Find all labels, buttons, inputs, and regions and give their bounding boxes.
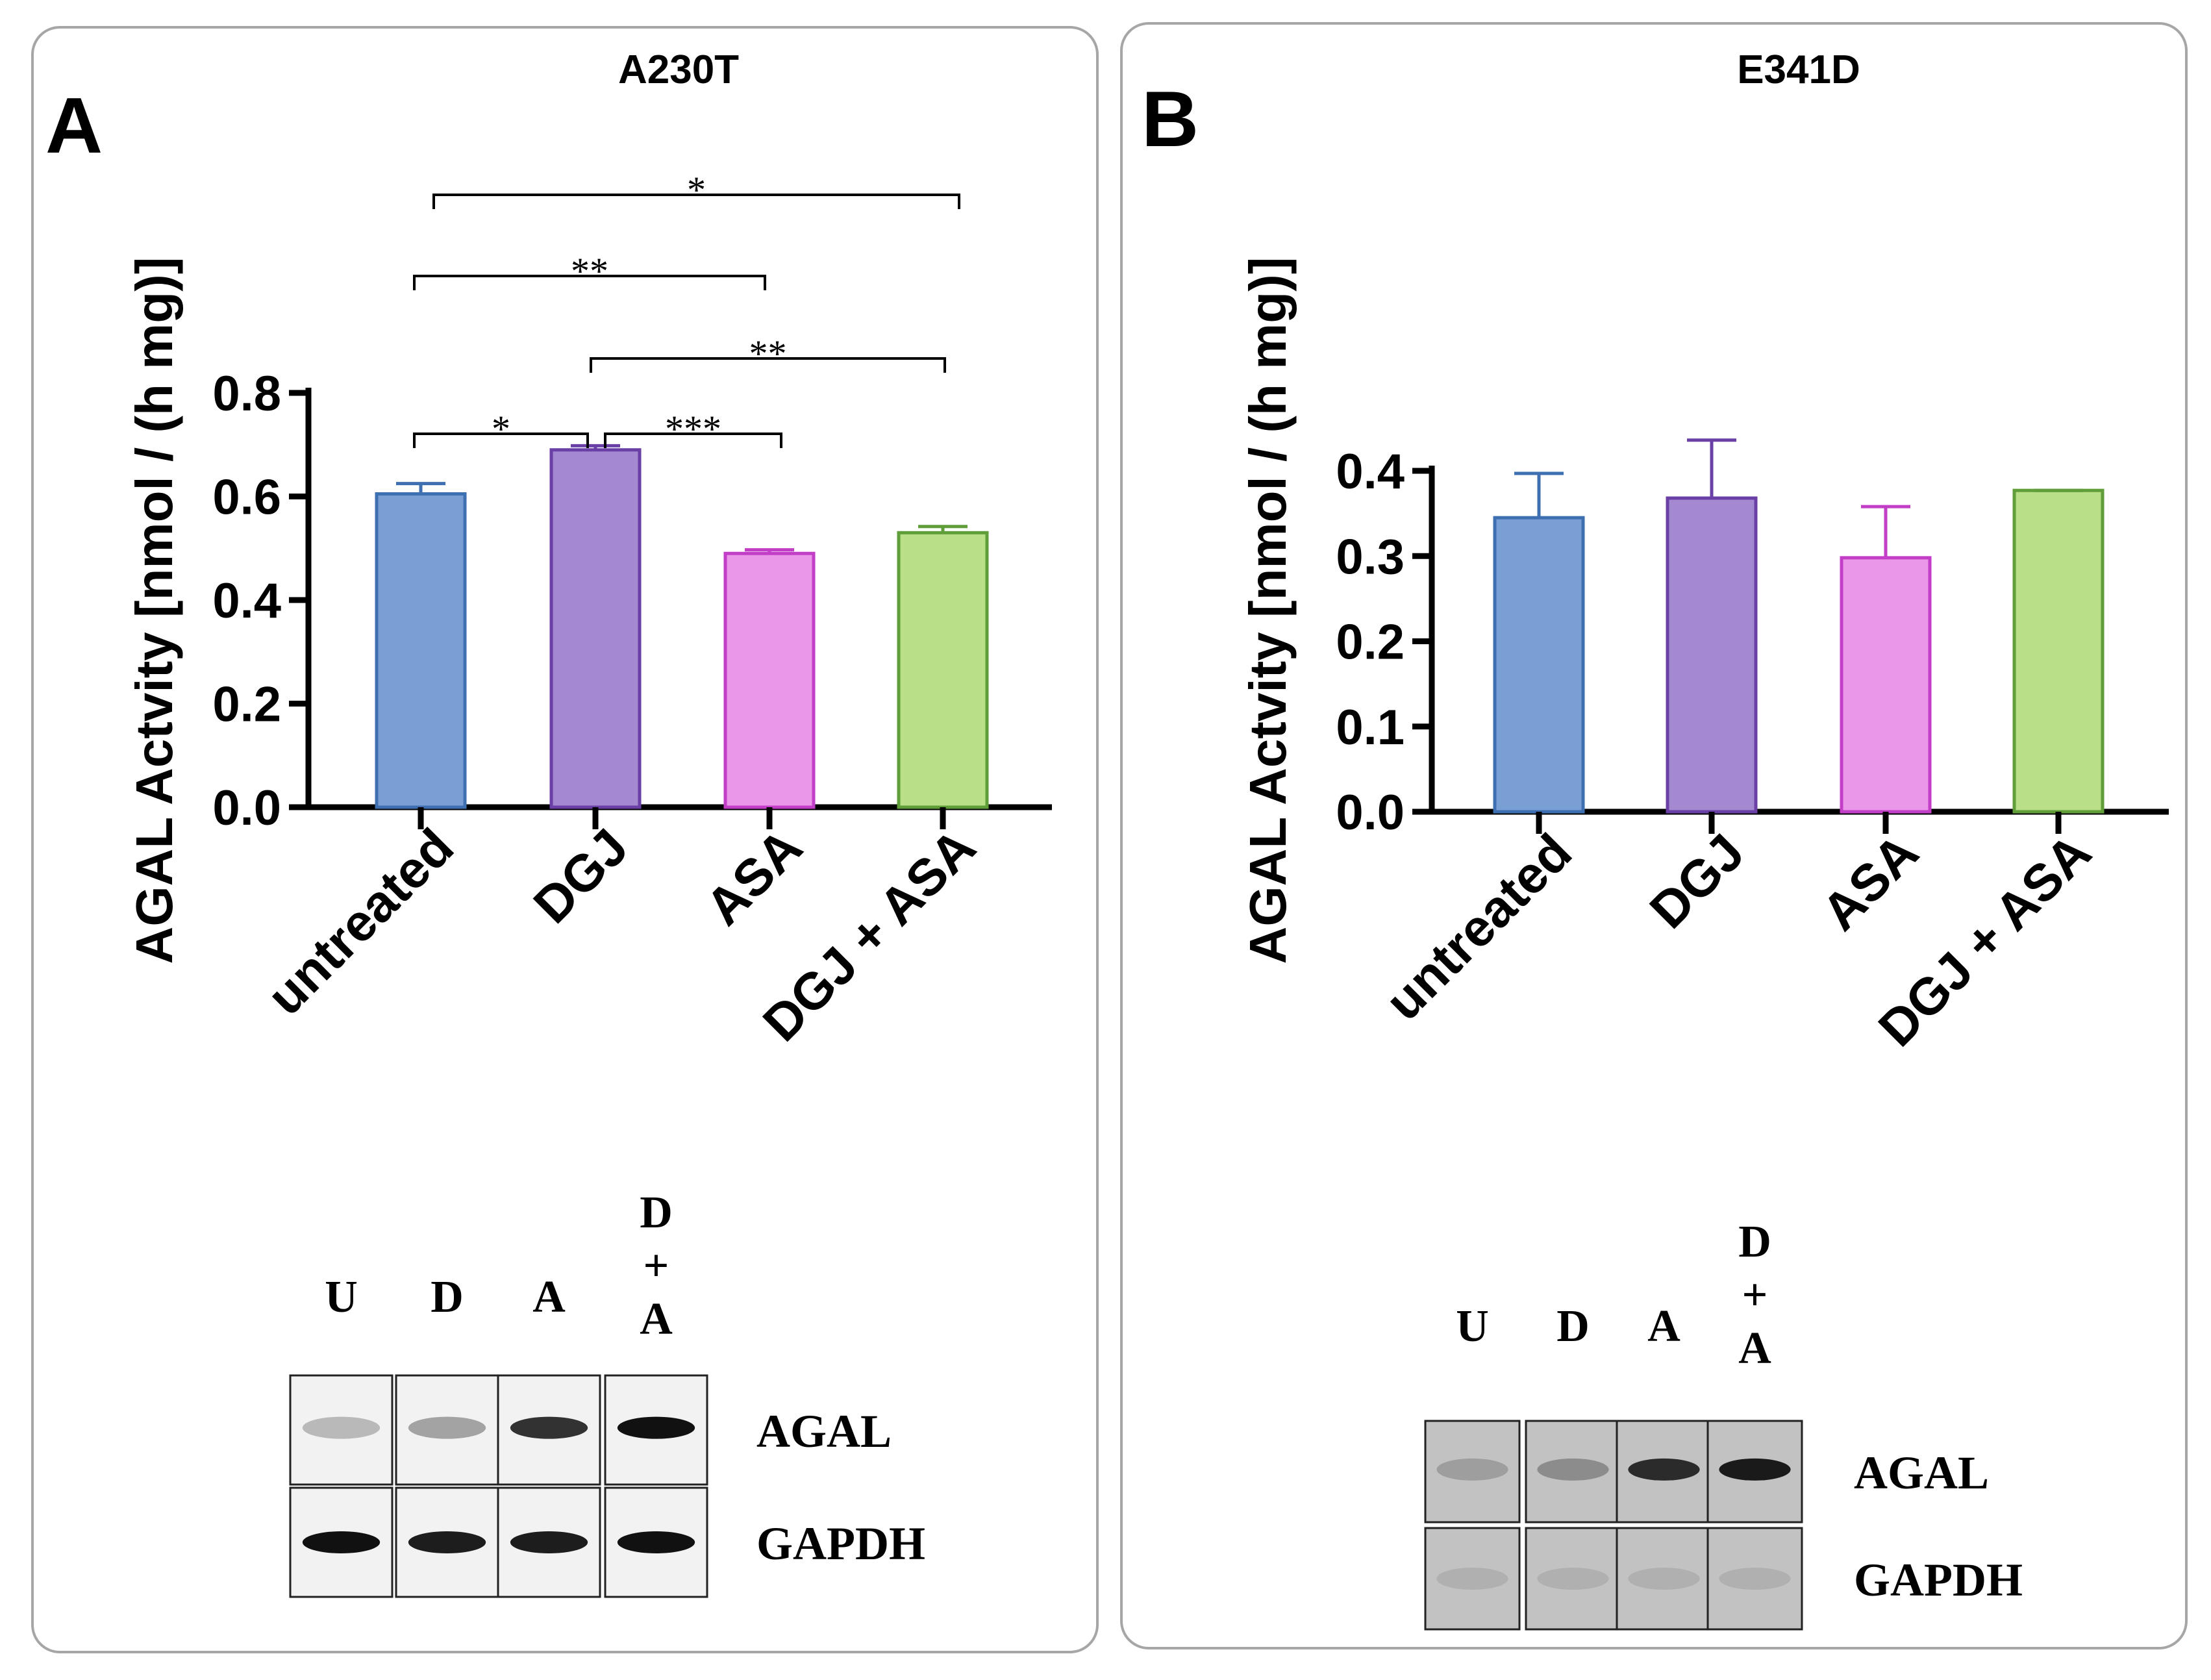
significance-bracket — [413, 433, 589, 448]
blot-row-label: AGAL — [756, 1405, 892, 1457]
blot-lane-box — [1424, 1420, 1521, 1523]
blot-band — [1719, 1568, 1791, 1590]
blot-band — [617, 1416, 695, 1439]
bar — [1840, 556, 1932, 814]
blot-lane-box — [1424, 1527, 1521, 1631]
blot-lane-box — [1525, 1527, 1621, 1631]
lane-label: A — [532, 1272, 566, 1322]
y-tick-label: 0.2 — [1336, 615, 1405, 670]
blot-band — [617, 1531, 695, 1553]
lane-label: D + A — [640, 1188, 673, 1344]
y-tick-label: 0.2 — [212, 677, 281, 733]
blot-band — [1537, 1458, 1609, 1481]
significance-label: * — [687, 169, 706, 211]
lane-label: D + A — [1738, 1217, 1771, 1373]
lane-label: A — [1647, 1301, 1680, 1351]
blot-band — [408, 1531, 486, 1553]
significance-label: ** — [571, 250, 608, 292]
blot-row-label: AGAL — [1854, 1447, 1989, 1499]
blot-band — [510, 1531, 588, 1553]
significance-bracket — [413, 275, 766, 290]
y-tick-label: 0.4 — [212, 573, 281, 629]
blot-band — [408, 1416, 486, 1439]
panel-b-frame — [1120, 22, 2188, 1649]
panel-a-y-axis-label: AGAL Actvity [nmol / (h mg)] — [125, 257, 183, 964]
y-tick-label: 0.0 — [212, 781, 281, 836]
significance-label: *** — [665, 408, 721, 450]
blot-row-label: GAPDH — [756, 1518, 925, 1570]
western-blot-b: U D A D + A AGAL GAPDH — [1424, 1217, 2023, 1631]
bar — [549, 448, 642, 809]
y-tick-label: 0.6 — [212, 470, 281, 525]
blot-band — [1719, 1458, 1791, 1481]
bar — [375, 492, 467, 809]
bar — [1666, 496, 1758, 814]
blot-band — [510, 1416, 588, 1439]
bar — [723, 551, 816, 809]
blot-band — [1537, 1568, 1609, 1590]
panel-a-title: A230T — [618, 47, 739, 92]
panel-a-letter: A — [45, 81, 103, 169]
y-tick-label: 0.1 — [1336, 700, 1405, 755]
bar — [2012, 488, 2105, 814]
significance-bracket — [604, 433, 782, 448]
y-tick-label: 0.4 — [1336, 444, 1405, 499]
y-tick-label: 0.3 — [1336, 529, 1405, 584]
lane-label: U — [1456, 1301, 1489, 1351]
panel-b-letter: B — [1142, 75, 1199, 163]
blot-band — [1436, 1568, 1508, 1590]
blot-band — [1436, 1458, 1508, 1481]
blot-lane-box — [289, 1374, 393, 1486]
blot-band — [302, 1531, 381, 1553]
blot-lane-box — [1616, 1527, 1712, 1631]
blot-band — [302, 1416, 381, 1439]
lane-label: D — [431, 1272, 464, 1322]
significance-bracket — [432, 194, 960, 209]
western-blot-a: U D A D + A AGAL GAPDH — [289, 1188, 925, 1598]
y-tick-label: 0.8 — [212, 366, 281, 421]
significance-label: * — [492, 408, 510, 450]
significance-bracket — [590, 357, 946, 373]
blot-lane-box — [395, 1374, 499, 1486]
panel-a-frame — [31, 26, 1099, 1653]
blot-band — [1628, 1568, 1700, 1590]
bar — [1493, 516, 1585, 814]
blot-row-label: GAPDH — [1854, 1554, 2023, 1606]
panel-b-title: E341D — [1737, 47, 1860, 92]
blot-lane-box — [1706, 1527, 1803, 1631]
blot-band — [1628, 1458, 1700, 1481]
lane-label: U — [325, 1272, 358, 1322]
bar — [897, 531, 989, 809]
y-tick-label: 0.0 — [1336, 785, 1405, 840]
panel-b-y-axis-label: AGAL Actvity [nmol / (h mg)] — [1239, 257, 1297, 964]
lane-label: D — [1556, 1301, 1590, 1351]
significance-label: ** — [749, 332, 787, 375]
